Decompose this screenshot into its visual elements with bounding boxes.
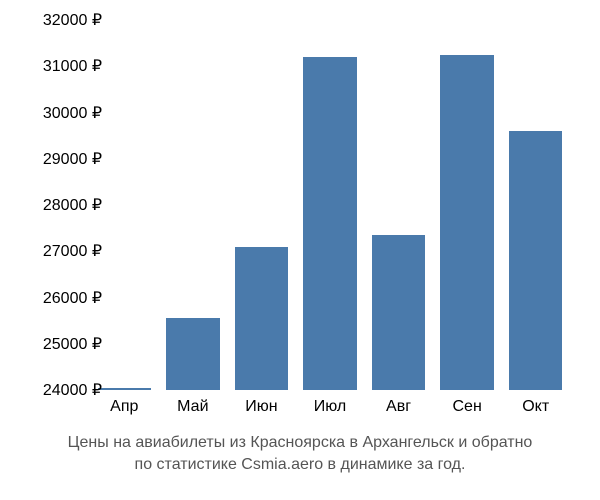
x-tick-label: Апр <box>110 398 138 416</box>
x-tick-label: Сен <box>452 398 481 416</box>
y-tick-label: 29000 ₽ <box>22 149 102 169</box>
y-tick-label: 27000 ₽ <box>22 241 102 261</box>
bar <box>509 131 562 390</box>
chart-caption: Цены на авиабилеты из Красноярска в Арха… <box>0 432 600 475</box>
y-tick-label: 30000 ₽ <box>22 103 102 123</box>
x-tick-label: Окт <box>522 398 549 416</box>
y-tick-label: 31000 ₽ <box>22 56 102 76</box>
y-tick-label: 32000 ₽ <box>22 10 102 30</box>
bar <box>303 57 356 390</box>
x-tick-label: Июл <box>314 398 346 416</box>
bar <box>372 235 425 390</box>
x-tick-label: Май <box>177 398 208 416</box>
bar <box>98 388 151 390</box>
y-tick-label: 26000 ₽ <box>22 288 102 308</box>
y-tick-label: 24000 ₽ <box>22 380 102 400</box>
plot-area <box>90 20 570 390</box>
y-tick-label: 28000 ₽ <box>22 195 102 215</box>
caption-line-2: по статистике Csmia.aero в динамике за г… <box>135 456 466 473</box>
y-tick-label: 25000 ₽ <box>22 334 102 354</box>
x-tick-label: Авг <box>386 398 411 416</box>
bar <box>440 55 493 390</box>
bar <box>166 318 219 390</box>
caption-line-1: Цены на авиабилеты из Красноярска в Арха… <box>68 434 533 451</box>
price-bar-chart: Цены на авиабилеты из Красноярска в Арха… <box>0 0 600 500</box>
bar <box>235 247 288 390</box>
x-tick-label: Июн <box>245 398 277 416</box>
